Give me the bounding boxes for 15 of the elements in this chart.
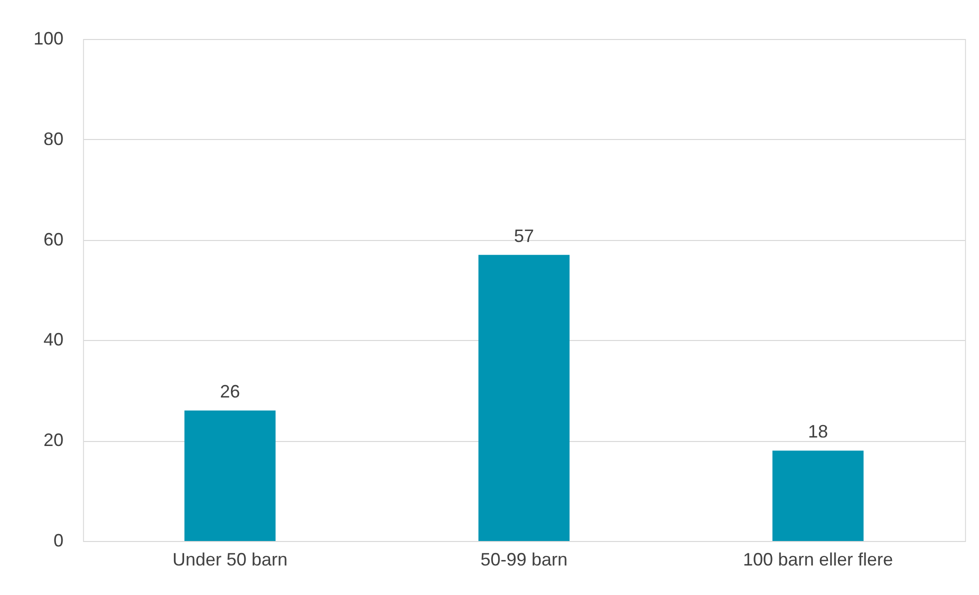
y-tick-label: 80 [43, 128, 64, 149]
bar [478, 254, 570, 541]
y-tick-label: 40 [43, 330, 64, 350]
data-label: 26 [220, 381, 240, 402]
x-tick-label: 100 barn eller flere [742, 550, 894, 570]
y-tick-label: 100 [33, 28, 64, 48]
data-label: 57 [514, 226, 534, 246]
y-tick-label: 60 [43, 229, 64, 250]
bar [772, 450, 864, 541]
y-tick-label: 20 [43, 430, 64, 450]
x-tick-label: 50-99 barn [480, 550, 568, 570]
data-label: 18 [808, 422, 828, 442]
y-tick-label: 0 [53, 530, 64, 550]
x-tick-label: Under 50 barn [172, 550, 288, 570]
bar [184, 410, 276, 541]
